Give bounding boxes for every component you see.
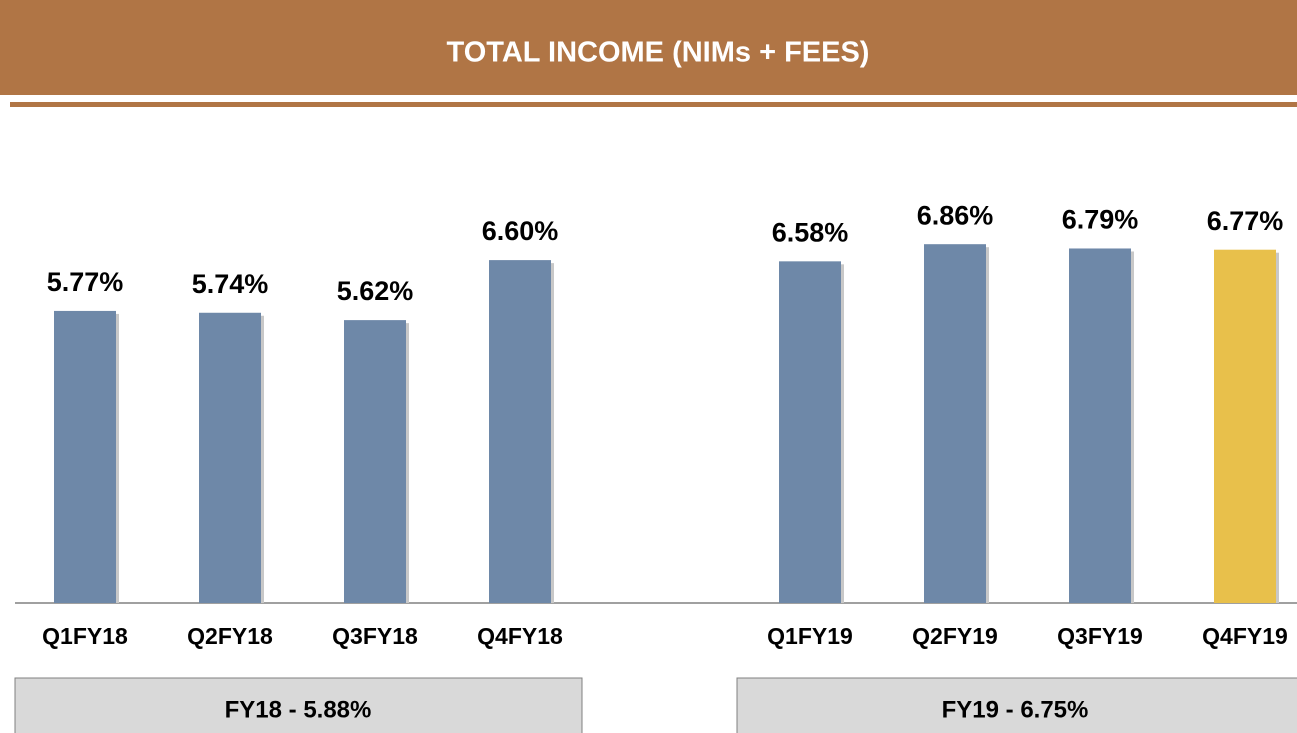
group-label: FY18 - 5.88%	[225, 696, 372, 723]
x-tick-label: Q1FY18	[42, 623, 128, 649]
x-tick-label: Q1FY19	[767, 623, 853, 649]
value-label: 6.79%	[1062, 205, 1139, 235]
bar	[924, 244, 986, 604]
x-tick-label: Q3FY19	[1057, 623, 1143, 649]
bar	[199, 312, 261, 603]
bar	[1069, 248, 1131, 603]
value-label: 6.86%	[917, 200, 994, 230]
bar	[1214, 249, 1276, 603]
group-box	[736, 677, 1297, 733]
value-label: 6.77%	[1207, 206, 1284, 236]
title-band	[0, 0, 1297, 95]
x-tick-label: Q4FY19	[1202, 623, 1288, 649]
x-tick-label: Q4FY18	[477, 623, 563, 649]
group-box	[14, 677, 583, 733]
chart-title: TOTAL INCOME (NIMs + FEES)	[447, 37, 870, 69]
x-tick-label: Q2FY18	[187, 623, 273, 649]
value-label: 5.77%	[47, 267, 124, 297]
group-label: FY19 - 6.75%	[942, 696, 1089, 723]
title-rule	[10, 102, 1297, 107]
bar	[344, 320, 406, 603]
x-tick-label: Q2FY19	[912, 623, 998, 649]
value-label: 5.74%	[192, 269, 269, 299]
value-label: 6.60%	[482, 216, 559, 246]
bar	[54, 310, 116, 603]
value-label: 5.62%	[337, 276, 414, 306]
bar	[779, 261, 841, 603]
x-tick-label: Q3FY18	[332, 623, 418, 649]
bar	[489, 260, 551, 603]
value-label: 6.58%	[772, 217, 849, 247]
